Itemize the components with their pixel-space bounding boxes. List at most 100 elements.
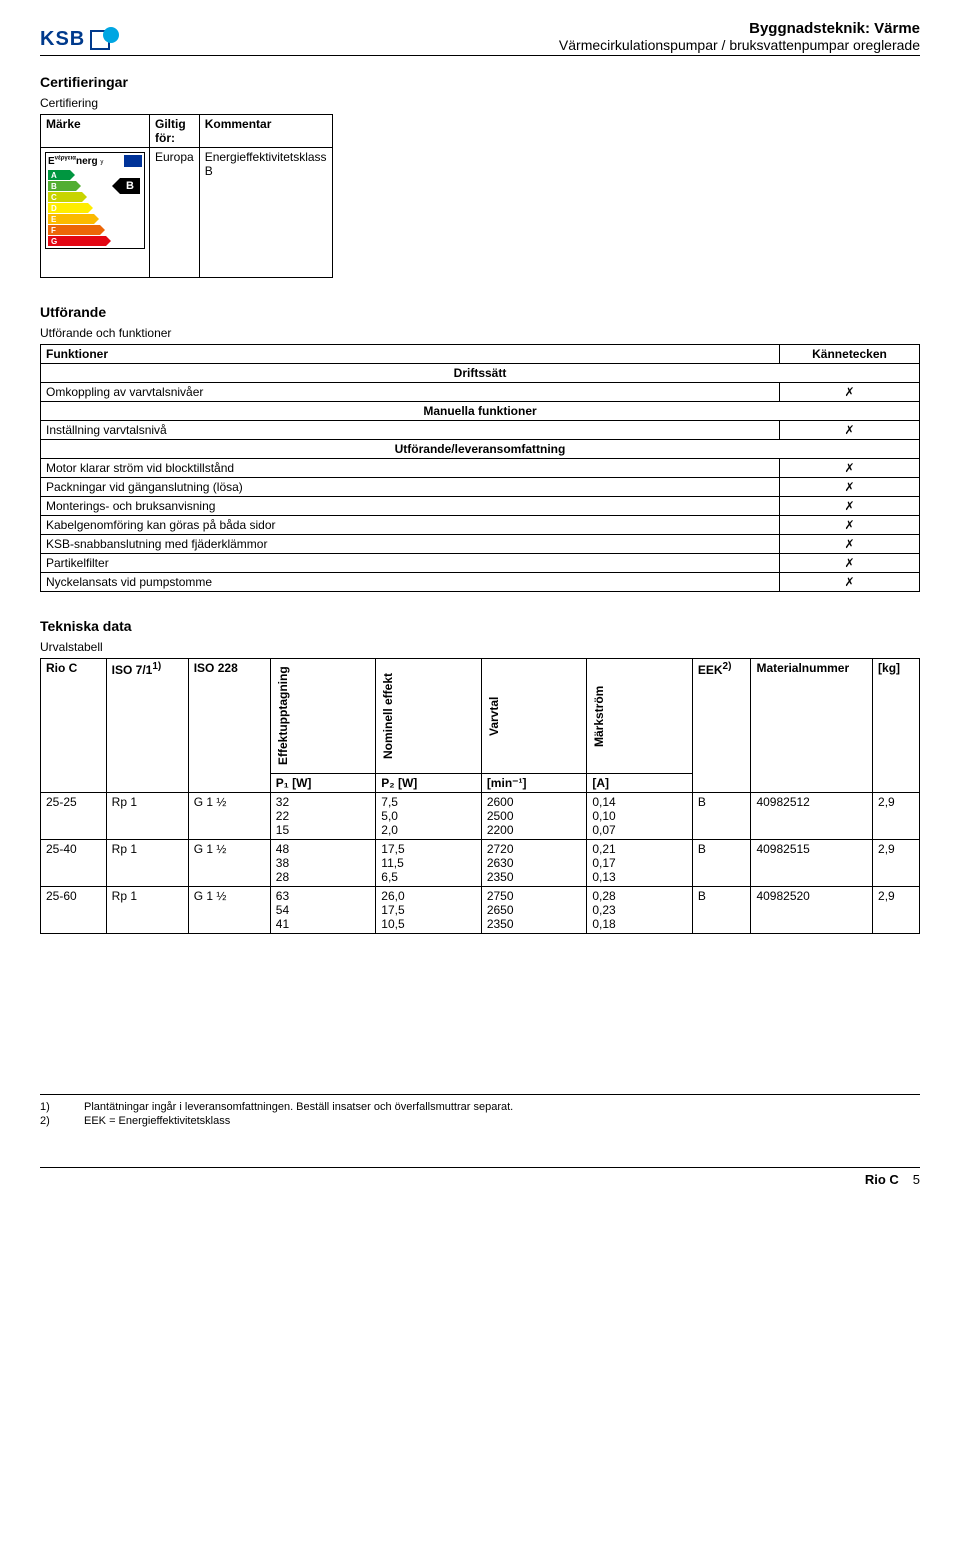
data-model: 25-60 (41, 887, 107, 934)
utforande-section: Utförande Utförande och funktioner Funkt… (40, 304, 920, 592)
h-kg: [kg] (873, 659, 920, 793)
h-markstrom: Märkström (587, 659, 693, 774)
h-material: Materialnummer (751, 659, 873, 793)
data-p2: 7,55,02,0 (376, 793, 482, 840)
data-p2: 26,017,510,5 (376, 887, 482, 934)
data-amp: 0,210,170,13 (587, 840, 693, 887)
func-row-mark: ✗ (780, 535, 920, 554)
data-iso71: Rp 1 (106, 887, 188, 934)
data-iso228: G 1 ½ (188, 793, 270, 840)
func-group-title: Manuella funktioner (41, 402, 920, 421)
energy-arrow-a: A (48, 170, 70, 180)
footer-page: 5 (913, 1172, 920, 1187)
energy-label: EνέργειαEnergnerg y ABBCDEFG (45, 152, 145, 249)
certifications-section: Certifieringar Certifiering Märke Giltig… (40, 74, 920, 278)
certifications-subheading: Certifiering (40, 96, 920, 110)
fn2-ref: 2) (40, 1115, 60, 1127)
energy-arrow-g: G (48, 236, 106, 246)
tekniska-heading: Tekniska data (40, 618, 920, 634)
energy-sub: y (100, 160, 103, 166)
func-row-mark: ✗ (780, 516, 920, 535)
h-iso71: ISO 7/11) (106, 659, 188, 793)
fn2-text: EEK = Energieffektivitetsklass (84, 1115, 230, 1127)
data-iso71: Rp 1 (106, 793, 188, 840)
data-p2: 17,511,56,5 (376, 840, 482, 887)
func-col1: Funktioner (41, 345, 780, 364)
data-material: 40982520 (751, 887, 873, 934)
footer-product: Rio C (865, 1172, 899, 1187)
data-iso71: Rp 1 (106, 840, 188, 887)
energy-arrow-row: G (48, 236, 142, 246)
logo-text: KSB (40, 28, 85, 51)
func-row-label: Monterings- och bruksanvisning (41, 497, 780, 516)
utforande-subheading: Utförande och funktioner (40, 326, 920, 340)
energy-arrow-f: F (48, 225, 100, 235)
eu-flag-icon (124, 155, 142, 167)
cert-col-giltig: Giltig för: (150, 115, 200, 148)
tekniska-section: Tekniska data Urvalstabell Rio C ISO 7/1… (40, 618, 920, 934)
energy-arrow-b: B (48, 181, 76, 191)
h-varvtal: Varvtal (481, 659, 587, 774)
func-row-mark: ✗ (780, 421, 920, 440)
energy-arrow-d: D (48, 203, 88, 213)
data-rpm: 260025002200 (481, 793, 587, 840)
energy-arrow-row: E (48, 214, 142, 224)
page-header: KSB Byggnadsteknik: Värme Värmecirkulati… (40, 20, 920, 56)
func-row-label: Inställning varvtalsnivå (41, 421, 780, 440)
h-p2: P₂ [W] (376, 774, 482, 793)
data-model: 25-40 (41, 840, 107, 887)
energy-arrow-c: C (48, 192, 82, 202)
h-p1: P₁ [W] (270, 774, 376, 793)
functions-table: Funktioner Kännetecken DriftssättOmkoppl… (40, 344, 920, 592)
h-rioc: Rio C (41, 659, 107, 793)
energy-label-cell: EνέργειαEnergnerg y ABBCDEFG (41, 148, 150, 278)
energy-arrow-row: D (48, 203, 142, 213)
certifications-heading: Certifieringar (40, 74, 920, 90)
data-eek: B (692, 793, 751, 840)
data-iso228: G 1 ½ (188, 840, 270, 887)
energy-word: EνέργειαEnergnerg (48, 156, 98, 167)
data-kg: 2,9 (873, 793, 920, 840)
data-eek: B (692, 840, 751, 887)
h-a: [A] (587, 774, 693, 793)
func-row-label: Omkoppling av varvtalsnivåer (41, 383, 780, 402)
func-row-label: Kabelgenomföring kan göras på båda sidor (41, 516, 780, 535)
fn1-text: Plantätningar ingår i leveransomfattning… (84, 1101, 513, 1113)
data-material: 40982512 (751, 793, 873, 840)
func-row-mark: ✗ (780, 459, 920, 478)
data-table: Rio C ISO 7/11) ISO 228 Effektupptagning… (40, 658, 920, 934)
header-title: Byggnadsteknik: Värme (559, 20, 920, 37)
func-row-label: Nyckelansats vid pumpstomme (41, 573, 780, 592)
data-p1: 635441 (270, 887, 376, 934)
func-row-mark: ✗ (780, 383, 920, 402)
func-col2: Kännetecken (780, 345, 920, 364)
h-eek: EEK2) (692, 659, 751, 793)
func-row-mark: ✗ (780, 478, 920, 497)
cert-col-marke: Märke (41, 115, 150, 148)
logo-icon (89, 25, 121, 53)
cert-region: Europa (150, 148, 200, 278)
data-p1: 322215 (270, 793, 376, 840)
data-p1: 483828 (270, 840, 376, 887)
func-row-label: Motor klarar ström vid blocktillstånd (41, 459, 780, 478)
cert-col-kommentar: Kommentar (199, 115, 332, 148)
cert-comment: Energieffektivitetsklass B (199, 148, 332, 278)
h-iso228: ISO 228 (188, 659, 270, 793)
func-row-mark: ✗ (780, 573, 920, 592)
energy-arrows: ABBCDEFG (48, 170, 142, 246)
header-subtitle: Värmecirkulationspumpar / bruksvattenpum… (559, 37, 920, 53)
func-row-label: Partikelfilter (41, 554, 780, 573)
energy-arrow-row: F (48, 225, 142, 235)
data-amp: 0,140,100,07 (587, 793, 693, 840)
page-footer: Rio C 5 (40, 1167, 920, 1187)
header-right: Byggnadsteknik: Värme Värmecirkulationsp… (559, 20, 920, 53)
data-rpm: 275026502350 (481, 887, 587, 934)
h-effekt: Effektupptagning (270, 659, 376, 774)
func-row-label: Packningar vid gänganslutning (lösa) (41, 478, 780, 497)
energy-arrow-e: E (48, 214, 94, 224)
fn1-ref: 1) (40, 1101, 60, 1113)
energy-arrow-row: BB (48, 181, 142, 191)
logo: KSB (40, 25, 121, 53)
data-rpm: 272026302350 (481, 840, 587, 887)
utforande-heading: Utförande (40, 304, 920, 320)
